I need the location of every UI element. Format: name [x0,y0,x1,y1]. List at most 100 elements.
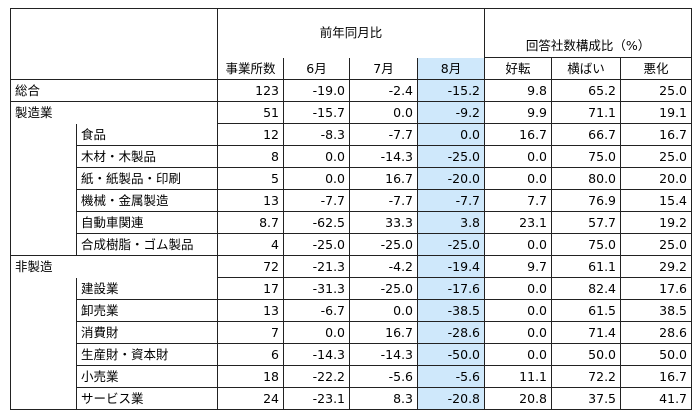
cell-worsened: 17.6 [620,277,693,300]
cell-worsened: 16.7 [620,365,693,388]
cell-flat: 71.1 [551,101,622,124]
cell-june: -7.7 [283,189,350,212]
cell-worsened: 41.7 [620,387,693,410]
cell-august: -17.6 [416,277,486,300]
table-row: 非製造 72 -21.3 -4.2 -19.4 9.7 61.1 29.2 [10,255,693,278]
row-indent-cell [10,365,77,388]
row-indent-cell [10,321,77,344]
header-corner-cell [10,8,218,80]
cell-june: -21.3 [283,255,350,278]
table-body: 総合 123 -19.0 -2.4 -15.2 9.8 65.2 25.0 製造業 51 -15.7… [10,79,693,410]
cell-improved: 9.9 [484,101,553,124]
cell-worsened: 19.1 [620,101,693,124]
row-indent-cell [10,343,77,366]
cell-worsened: 16.7 [620,123,693,146]
cell-august: 0.0 [416,123,486,146]
ratio-group-header: 回答社数構成比（%） [484,34,693,58]
cell-worsened: 19.2 [620,211,693,234]
cell-july: -7.7 [349,123,418,146]
cell-august: -25.0 [416,145,486,168]
col-header-establishments: 事業所数 [217,57,284,80]
cell-improved: 23.1 [484,211,553,234]
cell-flat: 65.2 [551,79,622,102]
cell-improved: 0.0 [484,233,553,256]
row-indent-cell [10,123,77,146]
cell-flat: 76.9 [551,189,622,212]
table-row: 総合 123 -19.0 -2.4 -15.2 9.8 65.2 25.0 [10,79,693,102]
row-subcategory-label: 食品 [76,123,218,146]
table-row: サービス業 24 -23.1 8.3 -20.8 20.8 37.5 41.7 [10,387,693,410]
table-row: 消費財 7 0.0 16.7 -28.6 0.0 71.4 28.6 [10,321,693,344]
col-header-july: 7月 [349,57,418,80]
row-subcategory-label: 紙・紙製品・印刷 [76,167,218,190]
row-subcategory-label: 木材・木製品 [76,145,218,168]
row-category-label: 総合 [10,79,218,102]
cell-june: 0.0 [283,145,350,168]
col-header-august: 8月 [416,57,486,80]
cell-establishments: 24 [217,387,284,410]
cell-july: -2.4 [349,79,418,102]
cell-june: -19.0 [283,79,350,102]
cell-flat: 71.4 [551,321,622,344]
cell-june: -8.3 [283,123,350,146]
cell-improved: 11.1 [484,365,553,388]
row-category-label: 非製造 [10,255,218,278]
row-indent-cell [10,233,77,256]
col-header-flat: 横ばい [551,57,622,80]
cell-flat: 66.7 [551,123,622,146]
cell-flat: 72.2 [551,365,622,388]
cell-july: -4.2 [349,255,418,278]
row-indent-cell [10,167,77,190]
cell-improved: 9.8 [484,79,553,102]
cell-improved: 0.0 [484,299,553,322]
cell-july: 16.7 [349,321,418,344]
cell-june: -22.2 [283,365,350,388]
cell-flat: 37.5 [551,387,622,410]
row-subcategory-label: 建設業 [76,277,218,300]
cell-august: -20.8 [416,387,486,410]
cell-improved: 0.0 [484,277,553,300]
row-indent-cell [10,145,77,168]
cell-improved: 0.0 [484,167,553,190]
cell-june: 0.0 [283,321,350,344]
cell-august: -50.0 [416,343,486,366]
cell-august: -5.6 [416,365,486,388]
cell-june: -14.3 [283,343,350,366]
col-header-improved: 好転 [484,57,553,80]
cell-june: -23.1 [283,387,350,410]
table-row: 合成樹脂・ゴム製品 4 -25.0 -25.0 -25.0 0.0 75.0 25.0 [10,233,693,256]
table-row: 製造業 51 -15.7 0.0 -9.2 9.9 71.1 19.1 [10,101,693,124]
cell-flat: 50.0 [551,343,622,366]
cell-improved: 0.0 [484,343,553,366]
cell-establishments: 12 [217,123,284,146]
row-subcategory-label: サービス業 [76,387,218,410]
cell-august: -20.0 [416,167,486,190]
cell-june: -6.7 [283,299,350,322]
cell-establishments: 4 [217,233,284,256]
row-indent-cell [10,189,77,212]
header-ratio-spacer [484,8,693,35]
cell-worsened: 38.5 [620,299,693,322]
row-indent-cell [10,211,77,234]
cell-establishments: 72 [217,255,284,278]
table-row: 食品 12 -8.3 -7.7 0.0 16.7 66.7 16.7 [10,123,693,146]
row-indent-cell [10,277,77,300]
table-row: 紙・紙製品・印刷 5 0.0 16.7 -20.0 0.0 80.0 20.0 [10,167,693,190]
cell-july: 16.7 [349,167,418,190]
cell-improved: 0.0 [484,145,553,168]
cell-improved: 0.0 [484,321,553,344]
cell-establishments: 8.7 [217,211,284,234]
cell-june: -15.7 [283,101,350,124]
header-row-top: 前年同月比 [10,8,693,80]
cell-june: -31.3 [283,277,350,300]
table-row: 木材・木製品 8 0.0 -14.3 -25.0 0.0 75.0 25.0 [10,145,693,168]
survey-table: 前年同月比 回答社数構成比（%） 事業所数 6月 7月 8月 好転 横ばい 悪化… [10,8,693,410]
cell-july: 0.0 [349,101,418,124]
cell-establishments: 13 [217,189,284,212]
col-header-worsened: 悪化 [620,57,693,80]
yoy-group-header: 前年同月比 [216,8,486,58]
table-row: 機械・金属製造 13 -7.7 -7.7 -7.7 7.7 76.9 15.4 [10,189,693,212]
cell-establishments: 18 [217,365,284,388]
cell-july: 8.3 [349,387,418,410]
table-row: 小売業 18 -22.2 -5.6 -5.6 11.1 72.2 16.7 [10,365,693,388]
